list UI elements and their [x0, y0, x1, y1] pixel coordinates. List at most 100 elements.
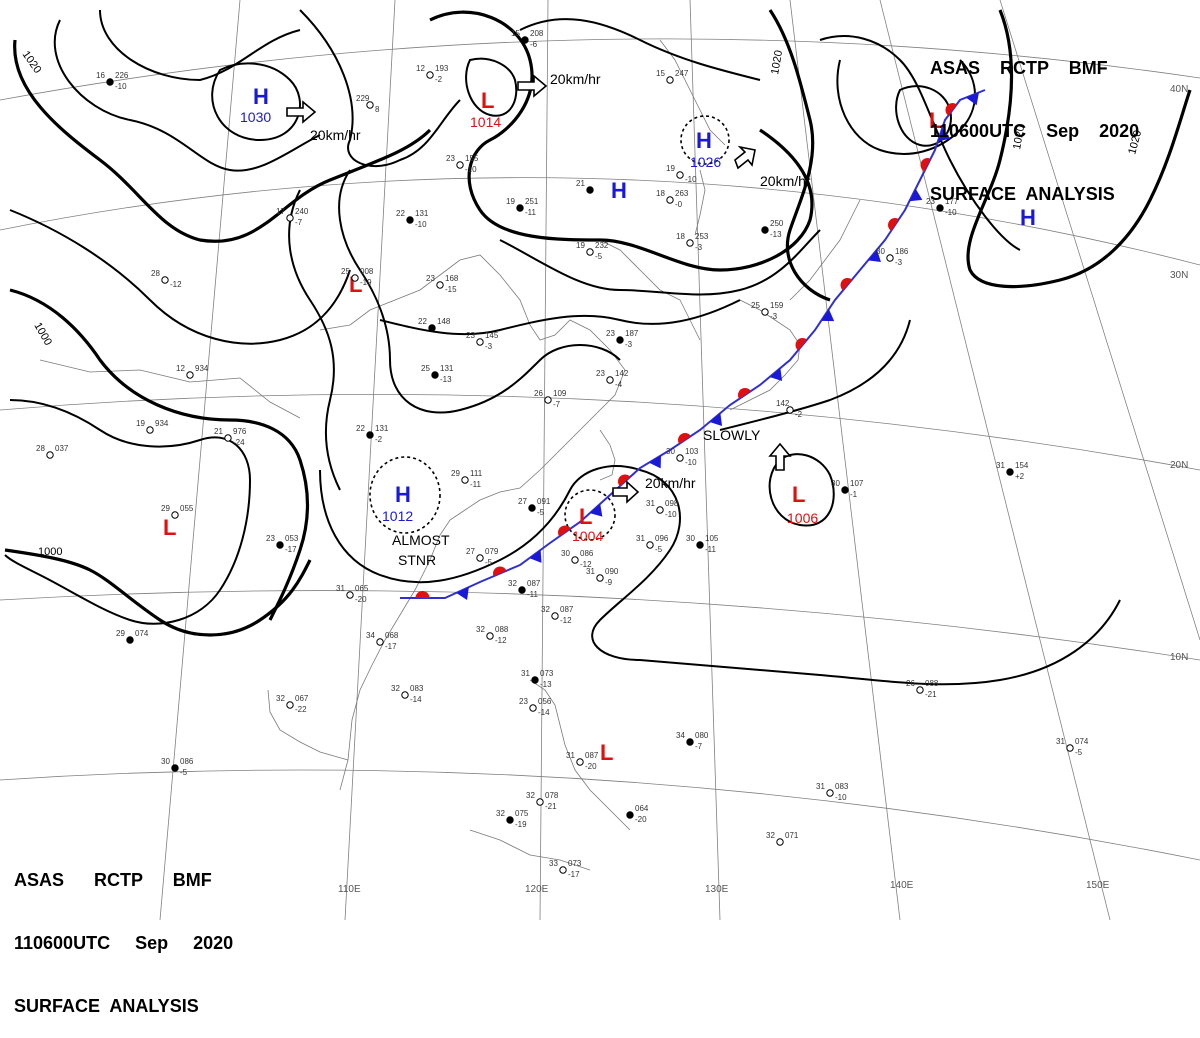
station-circle [171, 511, 179, 519]
station-temp: 15 [656, 69, 665, 78]
station-pressure: 053 [285, 534, 299, 543]
station-temp: 23 [446, 154, 455, 163]
station-temp: 23 [926, 197, 935, 206]
station-circle [586, 186, 594, 194]
lat-line-0 [0, 769, 1200, 861]
station-circle [476, 554, 484, 562]
low-center-1006: L [792, 482, 805, 507]
warm-front-bump [945, 102, 957, 116]
station-circle [626, 811, 634, 819]
station-pressure: 096 [655, 534, 669, 543]
station-circle [286, 701, 294, 709]
station-circle [528, 504, 536, 512]
station-tendency: -5 [485, 558, 493, 567]
cold-front-barb [456, 587, 469, 601]
station-circle [461, 476, 469, 484]
station-tendency: -10 [115, 82, 127, 91]
station-plot: 064-20 [626, 804, 649, 824]
station-circle [936, 204, 944, 212]
station-plot: 34 068 -17 [366, 631, 399, 651]
isobar-1012-center [379, 299, 741, 336]
station-temp: 229 [356, 94, 370, 103]
coastlines [39, 39, 861, 871]
station-circle [224, 434, 232, 442]
station-circle [346, 591, 354, 599]
station-pressure: 037 [55, 444, 69, 453]
station-circle [486, 632, 494, 640]
isobar-1004-west [9, 209, 351, 345]
station-temp: 31 [566, 751, 575, 760]
ring-high-1026 [680, 115, 730, 165]
station-plot: 21 976 -24 [214, 427, 247, 447]
footer-line-1: ASAS RCTP BMF [14, 870, 212, 890]
motion-label-slowly: SLOWLY [703, 427, 761, 443]
coast-himalaya [39, 359, 301, 419]
isobar-1024-nw [53, 19, 321, 172]
station-tendency: -4 [615, 380, 623, 389]
warm-front-bump [415, 591, 430, 598]
station-circle [646, 541, 654, 549]
station-circle [606, 376, 614, 384]
station-temp: 25 [751, 301, 760, 310]
station-circle [666, 196, 674, 204]
station-tendency: -10 [945, 208, 957, 217]
station-pressure: 087 [560, 605, 574, 614]
station-circle [401, 691, 409, 699]
station-circle [761, 308, 769, 316]
station-tendency: -10 [835, 793, 847, 802]
station-temp: 26 [534, 389, 543, 398]
station-plot: 19 251 -11 [506, 197, 539, 217]
station-temp: 31 [586, 567, 595, 576]
warm-front-bump [888, 218, 899, 231]
station-temp: 23 [606, 329, 615, 338]
station-temp: 23 [519, 697, 528, 706]
station-plot: 30 086 -12 [561, 549, 594, 569]
station-tendency: -7 [553, 400, 561, 409]
station-circle [146, 426, 154, 434]
station-plot: 23 145 -3 [466, 331, 499, 351]
isobar-1020-far-east [966, 9, 1192, 289]
warm-front-bump [795, 338, 807, 351]
motion-label-low-1004: 20km/hr [645, 475, 696, 491]
station-pressure: 103 [685, 447, 699, 456]
header-title-block: ASAS RCTP BMF 110600UTC Sep 2020 SURFACE… [930, 16, 1139, 226]
station-plot: 19 934 [136, 419, 169, 434]
pressure-centers: H 1030 L 1014 H 1026 H L H L L H 1012 L … [163, 84, 1036, 765]
station-plot: 15 208 -6 [511, 29, 544, 49]
grid-labels: 110E 120E 130E 140E 150E 40N 30N 20N 10N [338, 84, 1188, 895]
cold-front-barb [589, 503, 603, 517]
station-tendency: -14 [410, 695, 422, 704]
station-pressure: 074 [135, 629, 149, 638]
station-tendency: -13 [770, 230, 782, 239]
station-temp: 31 [646, 499, 655, 508]
station-pressure: 263 [675, 189, 689, 198]
station-tendency: -3 [695, 243, 703, 252]
warm-front-bump [493, 566, 507, 577]
station-plot: 33 073 -17 [549, 859, 582, 879]
station-temp: 30 [876, 247, 885, 256]
station-plot: 32 088 -12 [476, 625, 509, 645]
station-pressure: 148 [437, 317, 451, 326]
station-tendency: -9 [605, 578, 613, 587]
station-circle [436, 281, 444, 289]
station-circle [841, 486, 849, 494]
station-circle [171, 764, 179, 772]
station-tendency: -7 [295, 218, 303, 227]
station-temp: 31 [521, 669, 530, 678]
station-circle [506, 816, 514, 824]
station-tendency: -3 [485, 342, 493, 351]
station-pressure: 251 [525, 197, 539, 206]
station-pressure: 131 [415, 209, 429, 218]
station-tendency: -11 [705, 545, 717, 554]
station-temp: 32 [476, 625, 485, 634]
station-pressure: 074 [1075, 737, 1089, 746]
station-tendency: -17 [385, 642, 397, 651]
station-plot: 30 105 -11 [686, 534, 719, 554]
station-pressure: 232 [595, 241, 609, 250]
station-circle [544, 396, 552, 404]
motion-arrow-low-1004 [612, 480, 640, 504]
low-value-1006: 1006 [787, 510, 818, 526]
station-plot: 30 086 -5 [161, 757, 194, 777]
cold-front-barb [868, 249, 881, 263]
low-center-1014: L [481, 88, 494, 113]
